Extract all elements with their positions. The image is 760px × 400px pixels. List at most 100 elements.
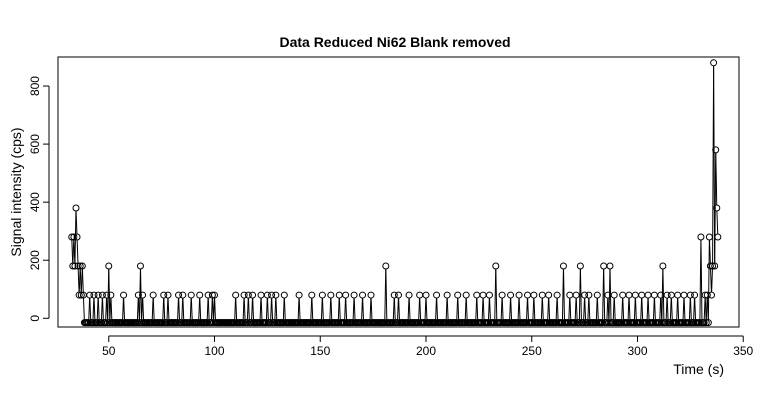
data-point xyxy=(667,291,675,299)
series-segment xyxy=(634,298,637,320)
series-segment xyxy=(298,298,301,320)
series-segment xyxy=(583,298,585,320)
data-point xyxy=(610,291,618,299)
series-segment xyxy=(142,298,145,320)
series-segment xyxy=(141,298,143,320)
series-segment xyxy=(320,298,323,320)
x-tick-label: 300 xyxy=(627,344,647,358)
series-segment xyxy=(707,240,710,320)
series-segment xyxy=(659,298,662,320)
series-segment xyxy=(425,298,428,320)
series-segment xyxy=(77,269,80,292)
series-segment xyxy=(162,298,165,320)
series-segment xyxy=(548,298,551,320)
data-point xyxy=(211,291,219,299)
data-point xyxy=(706,262,714,270)
series-segment xyxy=(418,298,421,320)
series-segment xyxy=(123,298,125,320)
data-point xyxy=(187,291,195,299)
data-point xyxy=(650,291,658,299)
data-point xyxy=(382,262,390,270)
series-segment xyxy=(670,298,673,320)
series-segment xyxy=(353,298,356,320)
data-point xyxy=(581,291,589,299)
series-segment xyxy=(654,298,656,320)
series-segment xyxy=(705,298,708,320)
series-segment xyxy=(710,269,712,292)
data-point xyxy=(545,291,553,299)
data-point xyxy=(268,291,276,299)
series-segment xyxy=(397,298,399,320)
data-point xyxy=(657,291,665,299)
series-segment xyxy=(321,298,324,320)
series-segment xyxy=(501,298,504,320)
series-segment xyxy=(457,298,460,320)
data-point xyxy=(703,291,711,299)
data-point xyxy=(680,291,688,299)
data-point xyxy=(280,291,288,299)
data-point xyxy=(479,291,487,299)
data-point xyxy=(350,291,358,299)
series-segment xyxy=(568,298,571,320)
series-segment xyxy=(214,298,216,320)
data-point xyxy=(686,291,694,299)
series-segment xyxy=(199,298,202,320)
chart-title: Data Reduced Ni62 Blank removed xyxy=(279,34,510,50)
series-segment xyxy=(344,298,347,320)
data-point xyxy=(78,262,86,270)
series-segment xyxy=(424,298,427,320)
series-segment xyxy=(540,298,543,320)
data-point xyxy=(631,291,639,299)
series-segment xyxy=(74,211,77,263)
series-segment xyxy=(419,298,422,320)
data-point xyxy=(179,291,187,299)
x-tick-label: 250 xyxy=(522,344,542,358)
data-point xyxy=(619,291,627,299)
data-point xyxy=(160,291,168,299)
data-point xyxy=(473,291,481,299)
data-point xyxy=(103,291,111,299)
series-segment xyxy=(252,298,255,320)
series-segment xyxy=(627,298,630,320)
data-point xyxy=(433,291,441,299)
data-point xyxy=(708,291,716,299)
series-segment xyxy=(587,298,590,320)
series-segment xyxy=(310,298,313,320)
data-point xyxy=(327,291,335,299)
series-segment xyxy=(361,298,363,320)
series-segment xyxy=(100,298,103,320)
data-point xyxy=(530,291,538,299)
data-point xyxy=(68,233,76,241)
y-axis: 0 200 400 600 800 xyxy=(28,76,50,322)
series-segment xyxy=(714,153,717,263)
series-segment xyxy=(398,298,400,320)
series-segment xyxy=(603,269,606,320)
series-segment xyxy=(247,298,250,320)
series-segment xyxy=(311,298,314,320)
data-point xyxy=(638,291,646,299)
series-segment xyxy=(569,298,572,320)
data-point xyxy=(553,291,561,299)
series-segment xyxy=(628,298,631,320)
series-segment xyxy=(584,298,587,320)
data-point xyxy=(257,291,265,299)
data-point xyxy=(77,291,85,299)
series-segment xyxy=(500,298,503,320)
x-tick-label: 150 xyxy=(310,344,330,358)
data-point xyxy=(232,291,240,299)
data-point xyxy=(524,291,532,299)
series-segment xyxy=(283,298,286,320)
series-segment xyxy=(385,269,388,320)
series-segment xyxy=(177,298,179,320)
series-segment xyxy=(97,298,100,320)
series-segment xyxy=(711,269,713,292)
series-segment xyxy=(646,298,649,320)
series-segment xyxy=(436,298,439,320)
data-point xyxy=(318,291,326,299)
series-segment xyxy=(163,298,166,320)
series-segment xyxy=(488,298,490,320)
data-point xyxy=(98,291,106,299)
series-segment xyxy=(80,269,83,292)
series-segment xyxy=(541,298,544,320)
series-segment xyxy=(407,298,410,320)
